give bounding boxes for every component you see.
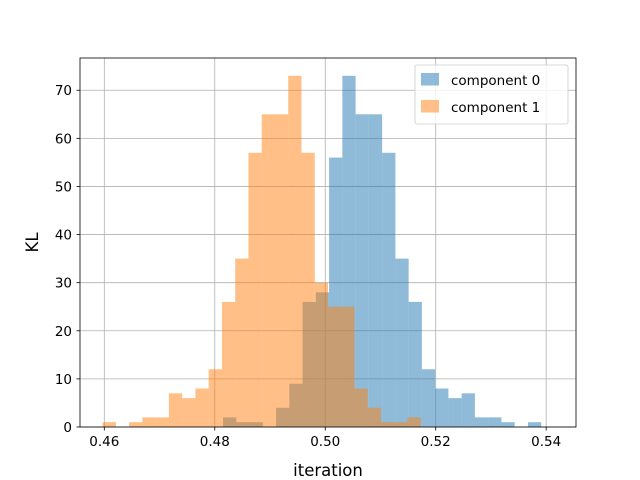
histogram-bars — [102, 75, 542, 427]
legend-frame — [414, 64, 569, 125]
bar-series-1-bin-22 — [394, 422, 408, 427]
bar-series-1-bin-18 — [341, 306, 355, 427]
bar-series-0-bin-17 — [448, 398, 462, 427]
plot-frame — [79, 57, 577, 428]
y-tick-label-0: 0 — [63, 420, 72, 436]
bar-series-0-bin-12 — [382, 152, 396, 427]
bar-series-0-bin-14 — [408, 301, 422, 427]
x-tick-label-0: 0.46 — [89, 434, 119, 450]
bar-series-0-bin-11 — [368, 114, 383, 427]
bar-series-1-bin-19 — [354, 388, 368, 427]
bar-series-1-bin-17 — [328, 306, 342, 427]
bar-series-0-bin-15 — [421, 369, 436, 427]
bar-series-1-bin-7 — [195, 388, 209, 427]
x-tick-label-1: 0.48 — [200, 434, 230, 450]
bar-series-0-bin-19 — [474, 417, 489, 427]
y-tick-label-6: 60 — [55, 131, 72, 147]
bar-series-1-bin-11 — [248, 152, 262, 427]
y-tick-label-1: 10 — [55, 372, 72, 388]
x-axis-label: iteration — [293, 461, 363, 480]
bar-series-1-bin-0 — [102, 422, 116, 427]
bar-series-1-bin-21 — [381, 422, 395, 427]
y-tick-label-3: 30 — [55, 276, 72, 292]
x-tick-label-3: 0.52 — [421, 434, 451, 450]
bar-series-1-bin-20 — [367, 407, 382, 427]
bar-series-1-bin-16 — [314, 282, 328, 427]
x-tick-label-2: 0.50 — [310, 434, 340, 450]
bar-series-1-bin-15 — [301, 152, 315, 427]
y-axis-label: KL — [23, 232, 42, 253]
bar-series-1-bin-2 — [129, 422, 143, 427]
bar-series-0-bin-20 — [488, 417, 502, 427]
bar-series-1-bin-3 — [142, 417, 156, 427]
bar-series-1-bin-10 — [235, 258, 249, 427]
axis-ticks: 0.46 0.48 0.50 0.52 0.54 0 10 20 30 40 50 60 70 — [55, 83, 561, 450]
bar-series-1-bin-23 — [407, 417, 421, 427]
bar-series-0-bin-21 — [501, 422, 515, 427]
bar-series-0-bin-16 — [435, 388, 449, 427]
bar-series-1-bin-12 — [261, 114, 275, 427]
bar-series-1-bin-8 — [208, 369, 222, 427]
bar-series-1-bin-13 — [274, 114, 289, 427]
legend-label-component-0: component 0 — [451, 73, 540, 89]
y-tick-label-7: 70 — [55, 83, 72, 99]
x-tick-label-4: 0.54 — [531, 434, 561, 450]
bar-series-0-bin-18 — [461, 393, 475, 427]
bar-series-0-bin-10 — [355, 114, 369, 427]
legend-swatch-component-0 — [421, 73, 439, 86]
bar-series-1-bin-6 — [182, 398, 196, 427]
y-tick-label-5: 50 — [55, 179, 72, 195]
legend-swatch-component-1 — [421, 100, 439, 113]
y-tick-label-4: 40 — [55, 228, 72, 244]
bar-series-0-bin-23 — [527, 422, 542, 427]
y-tick-label-2: 20 — [55, 324, 72, 340]
legend-label-component-1: component 1 — [451, 100, 540, 116]
bar-series-1-bin-14 — [288, 75, 302, 427]
bar-series-0-bin-13 — [395, 258, 409, 427]
bar-series-1-bin-4 — [155, 417, 169, 427]
bar-series-1-bin-9 — [221, 301, 236, 427]
legend: component 0 component 1 — [414, 64, 569, 125]
bar-series-1-bin-5 — [168, 393, 183, 427]
